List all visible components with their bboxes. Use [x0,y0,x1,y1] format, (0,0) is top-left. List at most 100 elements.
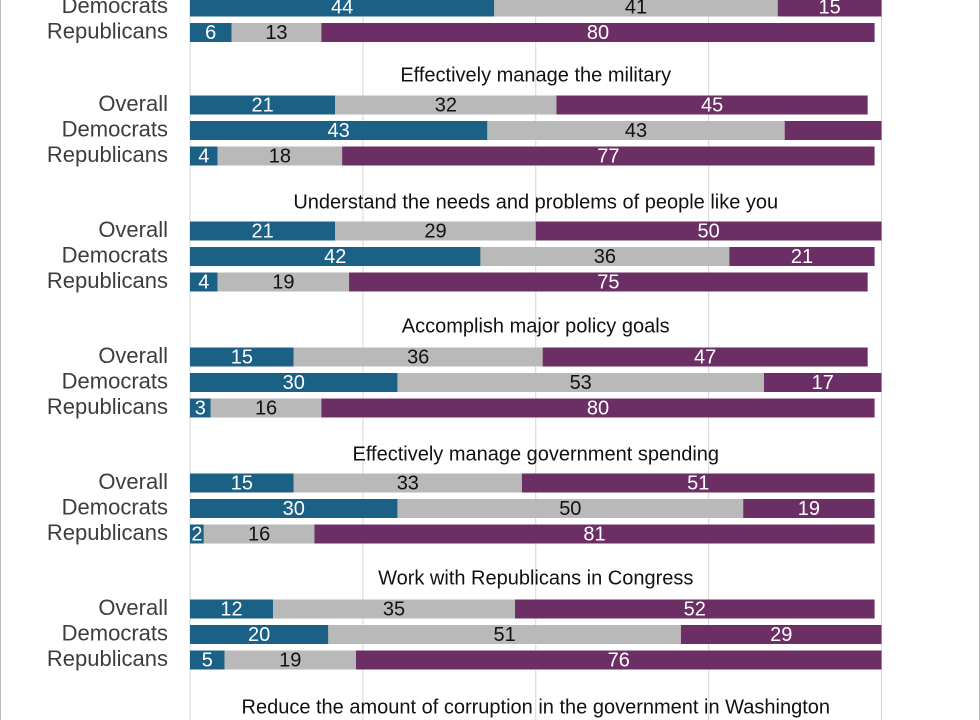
data-label: 32 [435,94,457,116]
data-label: 19 [279,649,301,671]
bar-segment-neutral [217,146,343,166]
data-label: 75 [597,271,619,293]
bar-segment-negative [535,221,882,241]
bar-segment-neutral [217,272,350,292]
data-label: 50 [698,220,720,242]
bar-segment-positive [190,221,336,241]
data-label: 76 [608,649,630,671]
bar-row-overall: Overall 21 29 50 [98,217,882,242]
data-label: 15 [231,472,253,494]
row-label: Democrats [62,620,168,645]
bar-segment-neutral [231,23,322,42]
bar-segment-negative [521,473,875,493]
bar-segment-negative [321,23,875,42]
data-label: 4 [198,145,209,167]
bar-segment-negative [763,373,882,392]
group-title: Effectively manage the military [400,64,671,86]
data-label: 15 [819,0,841,18]
bar-row-democrats: Democrats 43 43 [62,116,882,142]
row-label: Republicans [47,394,168,419]
bar-segment-negative [542,347,868,367]
data-label: 36 [594,246,616,268]
bar-segment-positive [190,247,481,266]
data-label: 16 [248,523,270,545]
bar-row-republicans: Republicans 4 18 77 [47,142,875,167]
bar-segment-neutral [272,599,516,619]
data-label: 45 [701,94,723,116]
row-label: Overall [98,469,168,494]
data-label: 43 [625,120,647,142]
data-label: 52 [684,598,706,620]
row-label: Democrats [62,116,168,141]
bar-segment-negative [515,599,875,619]
bar-segment-positive [190,347,294,367]
bar-row-democrats: Democrats 44 41 15 [62,0,882,18]
data-label: 80 [587,22,609,44]
data-label: 47 [694,346,716,368]
row-label: Overall [98,595,168,620]
group-title: Effectively manage government spending [352,443,719,465]
data-label: 35 [383,598,405,620]
bar-segment-positive [190,95,336,115]
bar-segment-negative [321,398,875,418]
bar-row-republicans: Republicans 2 16 81 [47,520,875,545]
data-label: 5 [202,649,213,671]
bar-segment-positive [190,524,204,544]
data-label: 36 [407,346,429,368]
bar-segment-negative [314,524,875,544]
bar-segment-negative [355,650,882,670]
bar-segment-neutral [397,373,764,392]
bar-segment-negative [777,0,882,17]
bar-segment-negative [556,95,868,115]
bar-row-republicans: Republicans 3 16 80 [47,394,875,419]
bar-segment-neutral [335,221,536,241]
data-label: 20 [248,624,270,646]
data-label: 51 [494,624,516,646]
bar-segment-negative [349,272,868,292]
bar-segment-negative [743,499,875,518]
bar-row-republicans: Republicans 5 19 76 [47,646,882,671]
bar-segment-positive [190,625,329,644]
bar-segment-neutral [494,0,778,17]
data-label: 30 [283,372,305,394]
data-label: 13 [265,22,287,44]
data-label: 16 [255,397,277,419]
bar-segment-neutral [224,650,356,670]
bar-row-republicans: Republicans 6 13 80 [47,18,875,44]
data-label: 42 [324,246,346,268]
row-label: Republicans [47,646,168,671]
bar-segment-positive [190,146,218,166]
data-label: 51 [687,472,709,494]
bar-row-overall: Overall 15 36 47 [98,343,868,368]
bar-segment-positive [190,599,273,619]
group-0: Democrats 44 41 15 Republicans 6 13 80 [47,0,882,44]
data-label: 81 [583,523,605,545]
bar-segment-neutral [487,121,785,140]
bar-segment-neutral [480,247,730,266]
bar-segment-negative [729,247,875,266]
data-label: 53 [570,372,592,394]
bar-segment-neutral [328,625,681,644]
data-label: 21 [251,94,273,116]
data-label: 15 [231,346,253,368]
bar-segment-positive [190,0,495,17]
group-3: Accomplish major policy goals Overall 15 36… [47,315,882,419]
bar-segment-positive [190,272,218,292]
bar-row-democrats: Democrats 30 53 17 [62,368,882,394]
bar-row-democrats: Democrats 20 51 29 [62,620,882,646]
data-label: 19 [798,498,820,520]
row-label: Democrats [62,0,168,18]
group-title: Understand the needs and problems of peo… [293,191,778,213]
bar-row-democrats: Democrats 30 50 19 [62,494,875,520]
data-label: 77 [597,145,619,167]
group-6: Reduce the amount of corruption in the g… [242,696,831,718]
data-label: 29 [770,624,792,646]
bar-segment-neutral [293,347,543,367]
bar-row-democrats: Democrats 42 36 21 [62,242,875,268]
bar-segment-negative [784,121,882,140]
row-label: Democrats [62,242,168,267]
row-label: Overall [98,343,168,368]
group-4: Effectively manage government spending Ov… [47,443,875,545]
row-label: Overall [98,91,168,116]
